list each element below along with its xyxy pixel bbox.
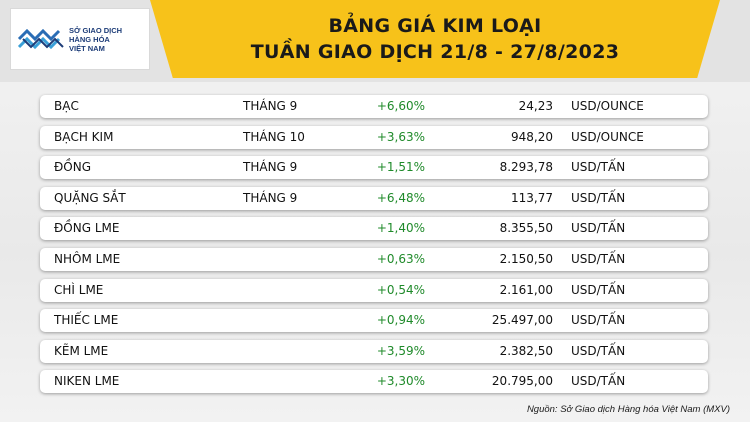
price-unit: USD/OUNCE: [571, 129, 644, 144]
table-row: QUẶNG SẮT THÁNG 9 +6,48% 113,77 USD/TẤN: [40, 186, 708, 210]
contract-month: THÁNG 10: [243, 129, 305, 144]
contract-month: THÁNG 9: [243, 99, 298, 113]
price-change: +1,51%: [376, 160, 425, 175]
price-unit: USD/OUNCE: [571, 99, 644, 113]
price-change: +3,63%: [376, 129, 425, 144]
price-value: 8.293,78: [499, 160, 553, 175]
mxv-logo: SỞ GIAO DỊCH HÀNG HÓA VIỆT NAM: [10, 8, 150, 70]
metal-name: THIẾC LME: [54, 313, 119, 328]
price-unit: USD/TẤN: [571, 190, 626, 205]
source-note: Nguồn: Sở Giao dịch Hàng hóa Việt Nam (M…: [526, 404, 730, 415]
table-row: BẠCH KIM THÁNG 10 +3,63% 948,20 USD/OUNCE: [40, 125, 708, 149]
price-value: 24,23: [518, 99, 553, 113]
table-row: ĐỒNG THÁNG 9 +1,51% 8.293,78 USD/TẤN: [40, 156, 708, 180]
table-row: KẼM LME +3,59% 2.382,50 USD/TẤN: [40, 339, 708, 363]
title-band: BẢNG GIÁ KIM LOẠI TUẦN GIAO DỊCH 21/8 - …: [150, 0, 720, 78]
page-title: BẢNG GIÁ KIM LOẠI: [328, 15, 542, 37]
price-unit: USD/TẤN: [571, 313, 626, 328]
price-value: 8.355,50: [499, 221, 553, 236]
logo-text: SỞ GIAO DỊCH HÀNG HÓA VIỆT NAM: [69, 26, 122, 53]
table-row: BẠC THÁNG 9 +6,60% 24,23 USD/OUNCE: [40, 95, 708, 118]
metal-name: ĐỒNG LME: [54, 221, 120, 236]
logo-line-2: HÀNG HÓA: [69, 34, 110, 44]
table-row: ĐỒNG LME +1,40% 8.355,50 USD/TẤN: [40, 217, 708, 241]
metal-name: BẠCH KIM: [54, 129, 114, 144]
price-unit: USD/TẤN: [571, 160, 626, 175]
price-value: 25.497,00: [491, 313, 553, 328]
metal-name: KẼM LME: [54, 343, 109, 358]
metal-name: NHÔM LME: [54, 251, 121, 266]
mxv-logo-mark-icon: [17, 28, 64, 50]
price-change: +6,60%: [376, 99, 425, 113]
price-unit: USD/TẤN: [571, 374, 626, 389]
price-unit: USD/TẤN: [571, 343, 626, 358]
contract-month: THÁNG 9: [243, 190, 298, 205]
page-subtitle: TUẦN GIAO DỊCH 21/8 - 27/8/2023: [250, 41, 620, 63]
metal-name: NIKEN LME: [54, 374, 120, 389]
price-change: +3,30%: [376, 374, 425, 389]
price-value: 113,77: [511, 190, 553, 205]
price-value: 2.150,50: [499, 251, 553, 266]
price-unit: USD/TẤN: [571, 251, 626, 266]
logo-line-3: VIỆT NAM: [69, 43, 105, 53]
metal-name: QUẶNG SẮT: [54, 190, 126, 205]
price-value: 2.382,50: [499, 343, 553, 358]
price-change: +0,63%: [376, 251, 425, 266]
price-change: +3,59%: [376, 343, 425, 358]
table-row: THIẾC LME +0,94% 25.497,00 USD/TẤN: [40, 309, 708, 333]
price-change: +0,54%: [376, 282, 425, 297]
price-table: BẠC THÁNG 9 +6,60% 24,23 USD/OUNCE BẠCH KIM TH…: [40, 95, 708, 401]
metal-name: CHÌ LME: [54, 282, 104, 297]
metal-name: ĐỒNG: [54, 160, 92, 175]
price-value: 2.161,00: [499, 282, 553, 297]
price-value: 948,20: [511, 129, 553, 144]
table-row: NIKEN LME +3,30% 20.795,00 USD/TẤN: [40, 370, 708, 394]
price-value: 20.795,00: [491, 374, 553, 389]
logo-line-1: SỞ GIAO DỊCH: [69, 25, 123, 35]
contract-month: THÁNG 9: [243, 160, 298, 175]
price-change: +1,40%: [376, 221, 425, 236]
metal-name: BẠC: [54, 99, 79, 113]
table-row: NHÔM LME +0,63% 2.150,50 USD/TẤN: [40, 247, 708, 271]
price-change: +6,48%: [376, 190, 425, 205]
price-change: +0,94%: [376, 313, 425, 328]
price-unit: USD/TẤN: [571, 221, 626, 236]
table-row: CHÌ LME +0,54% 2.161,00 USD/TẤN: [40, 278, 708, 302]
price-unit: USD/TẤN: [571, 282, 626, 297]
